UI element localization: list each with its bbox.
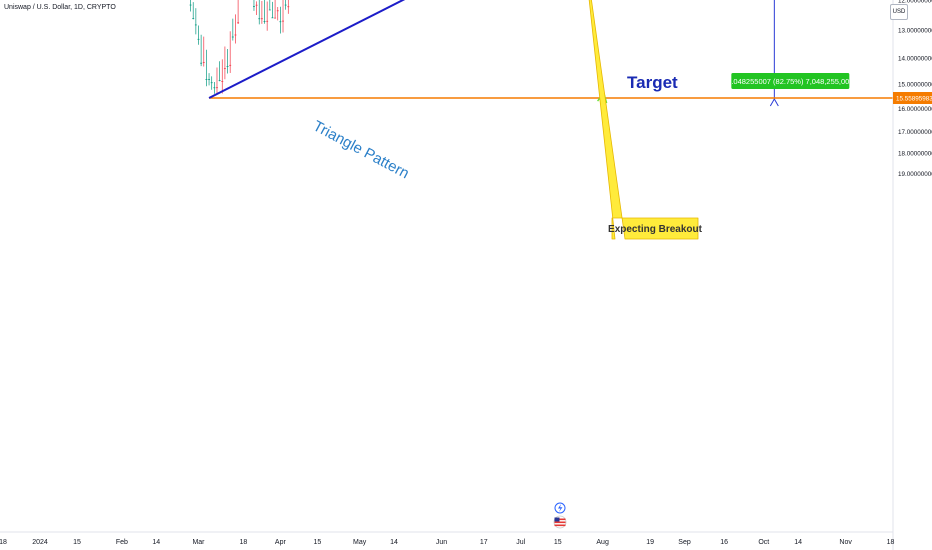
price-tick-label: 18.000000000 — [898, 151, 932, 158]
time-tick-label: 14 — [794, 539, 802, 546]
time-tick-label: 18 — [887, 539, 895, 546]
candle-body — [274, 17, 277, 19]
price-tick-label: 12.000000000 — [898, 0, 932, 4]
currency-selector[interactable]: USD — [890, 4, 908, 20]
candle-body — [284, 4, 287, 6]
candle-body — [229, 64, 232, 66]
candle-body — [282, 20, 284, 22]
candle-body — [279, 21, 282, 23]
candle-body — [231, 36, 234, 38]
candle-body — [194, 24, 197, 26]
time-tick-label: 18 — [239, 539, 247, 546]
time-tick-label: Nov — [839, 539, 852, 546]
candle-body — [263, 21, 266, 22]
candle-body — [200, 62, 203, 64]
triangle-upper-trendline — [208, 0, 406, 99]
time-tick-label: 15 — [554, 539, 562, 546]
lightning-bolt-icon — [558, 504, 563, 512]
price-tick-label: 16.000000000 — [898, 106, 932, 113]
breakout-callout-bubble — [588, 0, 699, 240]
time-tick-label: 2024 — [32, 539, 48, 546]
candle-body — [202, 61, 205, 63]
candle-body — [216, 87, 218, 89]
candle-body — [253, 6, 255, 7]
time-tick-label: 17 — [480, 539, 488, 546]
candle-body — [258, 18, 261, 20]
candle-body — [234, 34, 237, 36]
price-tick-label: 13.000000000 — [898, 28, 932, 35]
time-tick-label: Aug — [596, 539, 609, 546]
breakout-callout-text: Expecting Breakout — [608, 224, 703, 235]
price-tick-label: 15.000000000 — [898, 82, 932, 89]
candle-body — [287, 6, 290, 8]
candle-body — [268, 9, 271, 11]
flag-canton — [554, 517, 560, 522]
time-tick-label: Oct — [758, 539, 769, 546]
flag-stripe — [554, 521, 566, 524]
time-tick-label: 18 — [0, 539, 7, 546]
breakout-callout: Expecting Breakout — [588, 0, 703, 240]
measure-badge — [731, 73, 850, 89]
time-tick-label: Sep — [678, 539, 691, 546]
time-tick-label: 14 — [152, 539, 160, 546]
candle-body — [218, 80, 221, 81]
time-tick-label: Jul — [516, 539, 525, 546]
candle-body — [255, 4, 258, 6]
time-tick-label: Jun — [436, 539, 447, 546]
time-tick-label: 14 — [390, 539, 398, 546]
measure-badge-text: 7.048255007 (82.75%) 7,048,255,007 — [727, 77, 853, 86]
candle-body — [189, 4, 192, 6]
time-tick-label: 16 — [720, 539, 728, 546]
candle-body — [271, 17, 274, 19]
candle-body — [213, 87, 216, 89]
candle-body — [237, 22, 240, 24]
price-tick-label: 14.000000000 — [898, 56, 932, 63]
measure-arrow-head — [769, 97, 779, 107]
flag-stripe — [554, 524, 566, 527]
target-price-badge-text: 15.558959830 — [896, 96, 932, 103]
candle-body — [205, 79, 208, 80]
candle-body — [221, 81, 224, 82]
candle-body — [276, 10, 279, 12]
candle-body — [260, 18, 263, 20]
target-label: Target — [627, 73, 678, 92]
price-axis: 19.000000000 18.000000000 17.000000000 16.0… — [892, 0, 932, 550]
candle-body — [210, 82, 213, 84]
event-icons — [553, 502, 567, 529]
flag-stripe — [554, 518, 566, 521]
price-tick-label: 19.000000000 — [898, 171, 932, 178]
target-price-badge — [893, 92, 932, 104]
price-tick-label: 17.000000000 — [898, 129, 932, 136]
time-tick-label: 15 — [73, 539, 81, 546]
candles — [189, 0, 290, 94]
time-tick-label: May — [353, 539, 367, 546]
time-tick-label: Mar — [192, 539, 205, 546]
time-tick-label: 19 — [646, 539, 654, 546]
time-tick-label: Feb — [116, 539, 128, 546]
time-axis: 18 2024 15 Feb 14 Mar 18 Apr 15 May 14 Jun 17 Jul 15 Au… — [0, 531, 895, 546]
candle-body — [223, 68, 226, 70]
time-tick-label: 15 — [313, 539, 321, 546]
candle-body — [208, 79, 211, 80]
symbol-header[interactable]: Uniswap / U.S. Dollar, 1D, CRYPTO — [4, 4, 116, 11]
candle-body — [266, 20, 269, 22]
candle-body — [197, 38, 200, 40]
candle-body — [192, 18, 195, 20]
candle-body — [226, 66, 229, 67]
time-tick-label: Apr — [275, 539, 287, 546]
